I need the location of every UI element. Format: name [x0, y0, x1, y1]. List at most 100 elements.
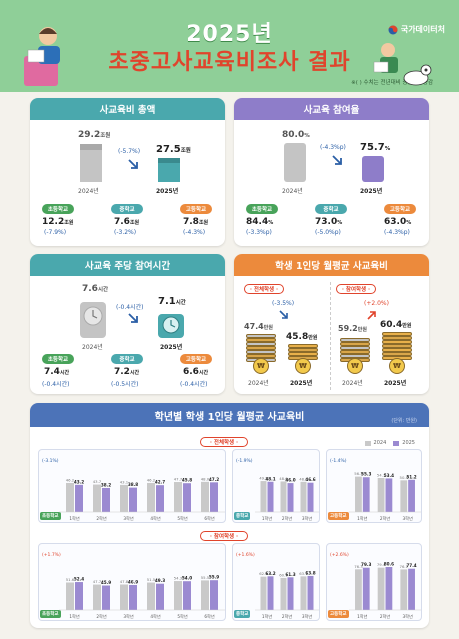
grade-bar-value: 46.2: [147, 477, 156, 482]
hours-prev-value: 7.6시간: [82, 284, 109, 294]
grade-bar-2024: [174, 581, 182, 610]
grade-bar-value: 80.6: [384, 562, 394, 567]
participation-prev-bar: [284, 143, 306, 182]
grade-bar-value: 55.9: [209, 575, 219, 580]
hours-curr-year: 2025년: [160, 344, 183, 351]
grade-bar-value: 63.1: [299, 571, 308, 576]
grade-bar-2025: [267, 576, 274, 610]
grade-bar-value: 60.1: [279, 572, 288, 577]
arrow-down-icon: [128, 313, 138, 323]
coin-layer: [246, 346, 276, 350]
grade-bar-2025: [408, 479, 415, 512]
grade-bar-2024: [300, 481, 307, 512]
grade-chart-panel: 초등학교 (-3.1%) 46.2 43.2 1학년 43.7 38.2 2학년 43.1 38.…: [38, 449, 226, 523]
grade-bar-value: 38.8: [128, 482, 138, 487]
grade-bar-2025: [102, 487, 110, 512]
grade-bar-2024: [400, 480, 408, 512]
grade-bar-value: 63.8: [305, 570, 315, 575]
total-school-change-1: (-3.2%): [114, 229, 137, 236]
participation-school-change-2: (-4.3%p): [384, 229, 410, 236]
participation-curr-value: 75.7%: [360, 142, 391, 153]
grade-change-label: (+1.7%): [42, 552, 61, 558]
grade-bar-2024: [355, 569, 362, 610]
grade-bar-2024: [201, 481, 209, 512]
card-monthly-title: 학생 1인당 월평균 사교육비: [234, 254, 429, 276]
coin-face: ₩: [295, 358, 311, 374]
grade-bar-value: 79.3: [361, 562, 371, 567]
grade-bar-value: 48.0: [201, 476, 210, 481]
grade-title: 학년별 학생 1인당 월평균 사교육비: [30, 403, 429, 427]
grade-bar-value: 76.1: [400, 564, 409, 569]
grade-chart-svg: (-1.9%) 49.248.1 1학년 48.646.0 2학년 48.046.6 3학년: [236, 458, 319, 522]
grade-bar-value: 48.0: [299, 476, 308, 481]
coin-layer: [340, 354, 370, 358]
grade-part-tag: · 참여학생 ·: [200, 531, 248, 541]
hours-school-change-1: (-0.5시간): [111, 381, 139, 388]
grade-bar-2025: [287, 483, 294, 512]
grade-category-label: 5학년: [177, 613, 188, 620]
grade-bar-value: 46.2: [66, 477, 75, 482]
grade-bar-value: 79.4: [377, 562, 386, 567]
grade-category-label: 3학년: [402, 515, 413, 522]
clock-gray-icon: [80, 302, 106, 338]
participation-curr-year: 2025년: [360, 188, 383, 195]
grade-bar-value: 47.2: [209, 477, 219, 482]
grade-category-label: 1학년: [262, 613, 273, 620]
coin-layer: [288, 348, 318, 352]
grade-bar-value: 45.8: [182, 478, 192, 483]
grade-bar-2025: [362, 567, 370, 610]
grade-bar-2024: [300, 576, 307, 610]
grade-category-label: 3학년: [123, 515, 134, 522]
card-weekly-hours: 사교육 주당 참여시간 7.6시간 2024년 (-0.4시간) 7.1시간 2…: [30, 254, 225, 394]
grade-change-label: (+1.6%): [236, 552, 255, 558]
hours-school-label-2: 고등학교: [180, 354, 212, 364]
grade-bar-value: 43.1: [120, 479, 129, 484]
hours-prev-year: 2024년: [82, 344, 103, 351]
total-school-value-2: 7.8조원: [183, 217, 209, 227]
participation-school-value-1: 73.0%: [315, 217, 343, 227]
grade-bar-2025: [129, 487, 137, 512]
total-prev-year: 2024년: [78, 188, 99, 195]
total-school-label-0: 초등학교: [42, 204, 74, 214]
coin-layer: [246, 338, 276, 342]
grade-bar-2025: [362, 477, 370, 512]
coin-layer: [382, 352, 412, 356]
grade-bar-value: 47.8: [120, 579, 129, 584]
coin-layer: [340, 338, 370, 342]
participation-school-label-1: 중학교: [315, 204, 347, 214]
grade-bar-2024: [260, 481, 267, 512]
grade-bar-2025: [75, 582, 83, 610]
agency-name: 국가데이터처: [400, 25, 445, 34]
grade-category-label: 1학년: [69, 613, 80, 620]
grade-bar-value: 49.3: [155, 578, 165, 583]
grade-bar-value: 43.7: [93, 479, 102, 484]
grade-bar-value: 47.7: [174, 477, 183, 482]
total-school-change-2: (-4.3%): [183, 229, 206, 236]
grade-bar-value: 54.3: [174, 576, 183, 581]
monthly-all-prev: 47.4만원: [244, 322, 273, 331]
grade-bar-2024: [120, 484, 128, 512]
grade-all-tag: · 전체학생 ·: [200, 437, 248, 447]
grade-bar-value: 53.4: [384, 473, 394, 478]
total-prev-bar: [80, 144, 102, 182]
grade-chart-svg: (-1.4%) 56.355.3 1학년 54.153.4 2학년 50.451.2 3학년: [330, 458, 421, 522]
grade-bar-2024: [377, 567, 385, 610]
monthly-part-curr: 60.4만원: [380, 320, 412, 330]
coin-layer: [382, 340, 412, 344]
grade-bar-2025: [75, 484, 83, 512]
grade-bar-value: 48.1: [265, 476, 275, 481]
monthly-part-change: (+2.0%): [364, 300, 389, 307]
monthly-part-prev-year: 2024년: [342, 380, 363, 387]
header-banner: 2025년 초중고사교육비조사 결과 국가데이터처 ※( ) 수치는 전년대비 …: [0, 0, 459, 92]
grade-bar-2024: [174, 482, 182, 512]
grade-bar-2025: [307, 575, 314, 610]
grade-category-label: 3학년: [123, 613, 134, 620]
monthly-part-curr-year: 2025년: [384, 380, 407, 387]
grade-bar-value: 56.3: [354, 471, 363, 476]
grade-bar-2025: [210, 580, 218, 610]
hours-school-value-0: 7.4시간: [44, 367, 70, 377]
grade-change-label: (+2.6%): [330, 552, 349, 558]
participation-prev-value: 80.0%: [282, 130, 310, 140]
grade-category-label: 2학년: [380, 613, 391, 620]
grade-bar-2024: [93, 484, 101, 512]
